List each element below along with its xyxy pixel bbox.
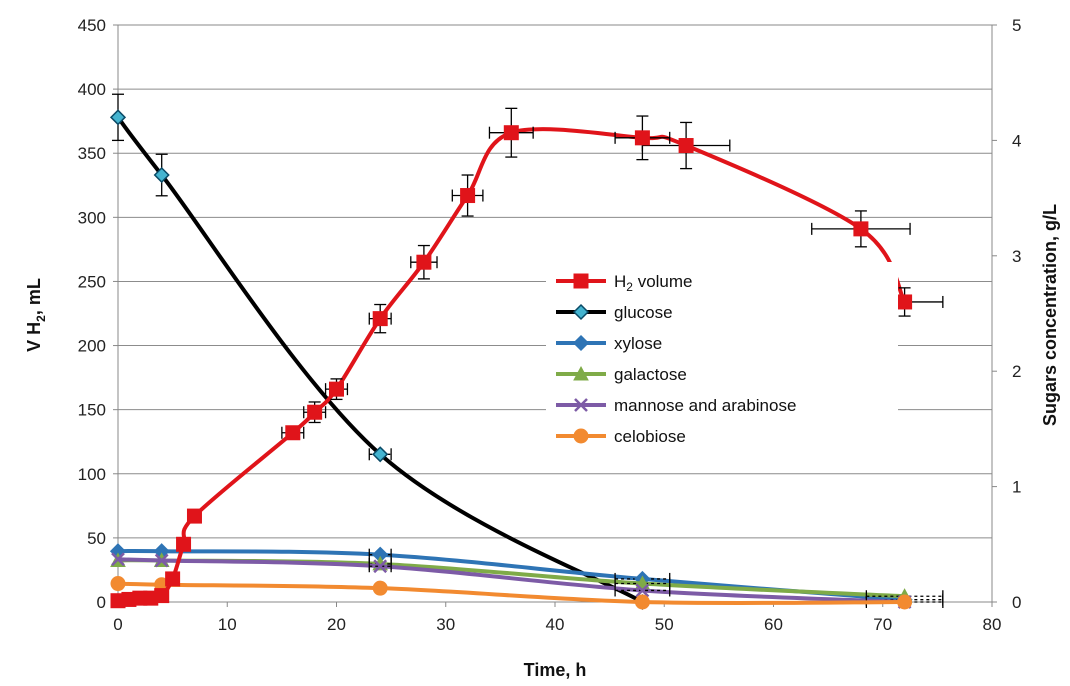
- data-point: [307, 404, 323, 420]
- x-tick-label: 30: [436, 615, 455, 634]
- data-point: [574, 398, 588, 412]
- data-point: [176, 536, 192, 552]
- data-point: [109, 109, 127, 126]
- y-axis-left-title-unit: , mL: [24, 278, 44, 315]
- y-axis-left: 0 50 100 150 200 250 300 350 400 450: [78, 16, 118, 612]
- x-tick-label: 80: [983, 615, 1002, 634]
- legend-background: [546, 262, 898, 458]
- y-right-tick-label: 0: [1012, 593, 1021, 612]
- x-tick-label: 10: [218, 615, 237, 634]
- legend-label-sub: 2: [626, 280, 633, 294]
- data-point: [372, 311, 388, 327]
- x-tick-label: 50: [655, 615, 674, 634]
- data-point: [634, 130, 650, 146]
- y-axis-left-title-sub: 2: [34, 315, 48, 322]
- data-point: [165, 571, 181, 587]
- y-left-tick-label: 150: [78, 401, 106, 420]
- legend-label-main: celobiose: [614, 427, 686, 446]
- y-left-tick-label: 350: [78, 144, 106, 163]
- legend-label-main: glucose: [614, 303, 673, 322]
- y-axis-right: 0 1 2 3 4 5: [992, 16, 1021, 612]
- data-point: [372, 580, 388, 596]
- legend-label-main: galactose: [614, 365, 687, 384]
- x-tick-label: 70: [873, 615, 892, 634]
- x-axis: 0 10 20 30 40 50 60 70 80: [113, 602, 1001, 634]
- legend-label: celobiose: [614, 427, 686, 446]
- legend-label-main: xylose: [614, 334, 662, 353]
- x-tick-label: 0: [113, 615, 122, 634]
- x-axis-title: Time, h: [524, 660, 587, 680]
- data-point: [186, 508, 202, 524]
- y-left-tick-label: 100: [78, 465, 106, 484]
- data-point: [372, 446, 389, 463]
- y-right-tick-label: 5: [1012, 16, 1021, 35]
- series-h-volume: [110, 107, 944, 609]
- data-point: [154, 553, 169, 568]
- legend-label-main: H: [614, 272, 626, 291]
- data-point: [111, 552, 125, 567]
- legend-label-main: mannose and arabinose: [614, 396, 796, 415]
- legend-label: galactose: [614, 365, 687, 384]
- data-point: [635, 583, 650, 598]
- y-left-tick-label: 200: [78, 337, 106, 356]
- series-mannose-and-arabinose: [111, 552, 944, 609]
- legend: H2 volume glucose xylose galactose mannose a…: [546, 262, 898, 458]
- data-point: [572, 303, 590, 321]
- y-axis-right-title: Sugars concentration, g/L: [1040, 204, 1060, 426]
- data-point: [153, 166, 170, 184]
- data-point: [573, 365, 589, 381]
- y-right-tick-label: 3: [1012, 247, 1021, 266]
- data-point: [416, 254, 432, 270]
- data-point: [285, 425, 301, 441]
- y-axis-left-title-main: V H: [24, 322, 44, 352]
- y-left-tick-label: 300: [78, 208, 106, 227]
- legend-label-rest: volume: [633, 272, 693, 291]
- data-point: [110, 576, 126, 592]
- y-left-tick-label: 50: [87, 529, 106, 548]
- series-layer: [109, 93, 944, 611]
- data-point: [572, 334, 590, 352]
- data-point: [897, 294, 913, 310]
- series-glucose: [109, 93, 651, 611]
- y-left-tick-label: 450: [78, 16, 106, 35]
- legend-label: mannose and arabinose: [614, 396, 796, 415]
- data-point: [573, 273, 589, 289]
- series-line: [116, 116, 644, 604]
- y-left-tick-label: 250: [78, 272, 106, 291]
- y-right-tick-label: 1: [1012, 478, 1021, 497]
- x-tick-label: 20: [327, 615, 346, 634]
- data-point: [460, 188, 476, 204]
- data-point: [634, 594, 650, 610]
- data-point: [897, 594, 913, 610]
- data-point: [503, 125, 519, 141]
- y-left-tick-label: 400: [78, 80, 106, 99]
- data-point: [853, 221, 869, 237]
- series-line: [117, 581, 905, 606]
- y-axis-left-title: V H2, mL: [24, 278, 48, 352]
- x-tick-label: 40: [546, 615, 565, 634]
- legend-label: glucose: [614, 303, 673, 322]
- x-tick-label: 60: [764, 615, 783, 634]
- data-point: [329, 381, 344, 397]
- y-right-tick-label: 4: [1012, 131, 1021, 150]
- y-left-tick-label: 0: [97, 593, 106, 612]
- legend-label: H2 volume: [614, 272, 693, 294]
- data-point: [373, 559, 388, 574]
- legend-label: xylose: [614, 334, 662, 353]
- data-point: [573, 428, 589, 444]
- y-right-tick-label: 2: [1012, 362, 1021, 381]
- data-point: [678, 138, 694, 154]
- data-point: [154, 588, 170, 604]
